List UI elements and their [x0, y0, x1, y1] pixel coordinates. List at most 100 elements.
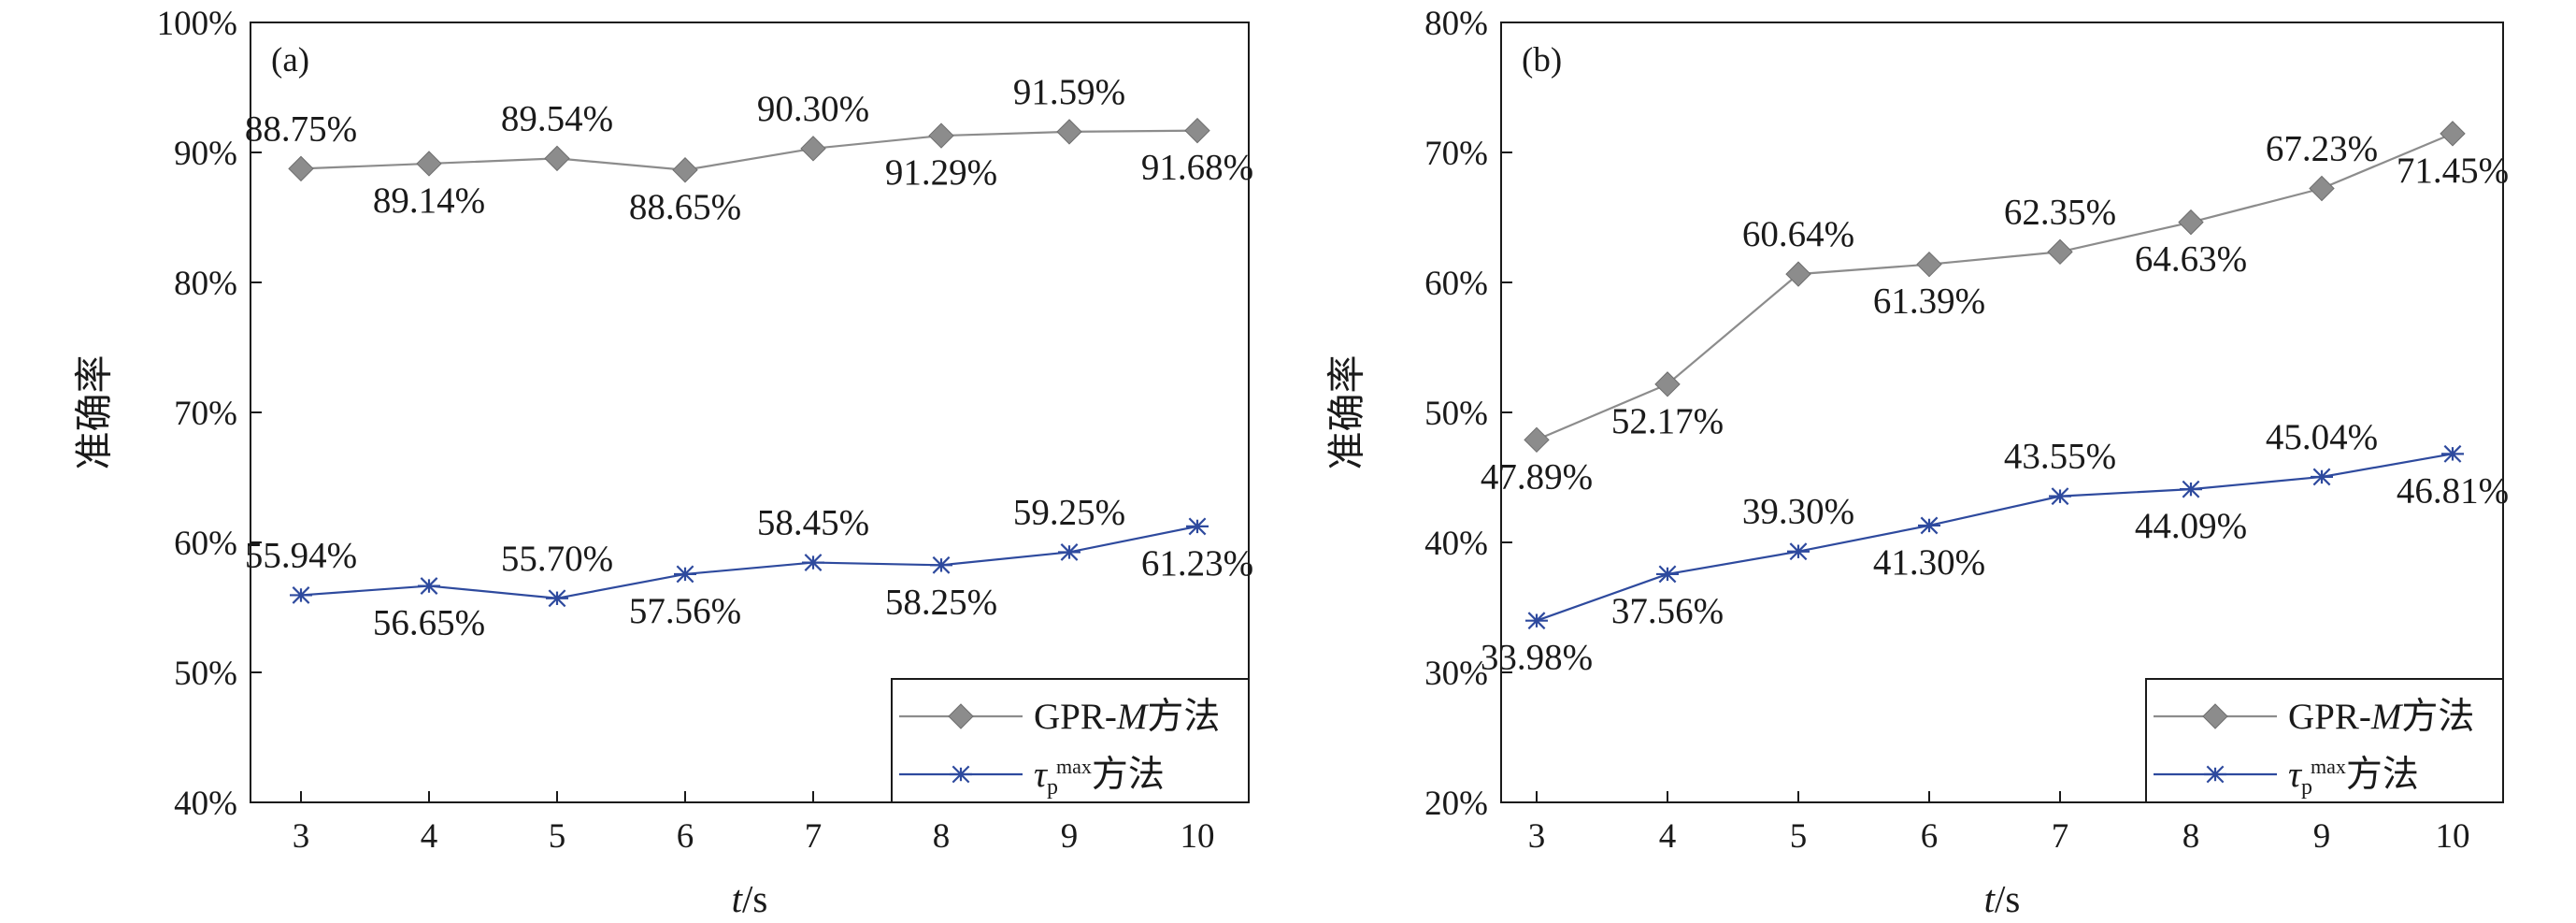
data-point-asterisk	[1058, 543, 1080, 561]
x-tick-label: 10	[2436, 817, 2470, 856]
series-line	[300, 525, 1198, 599]
legend-text-part: 方法	[1092, 755, 1165, 795]
y-tick-label: 50%	[174, 655, 237, 693]
data-point-diamond	[928, 123, 954, 149]
series-tau-p-max: 55.94% 56.65% 55.70% 57.56% 58.45% 58.25% 59.2…	[245, 492, 1253, 642]
legend-entry: GPR-M方法	[2288, 697, 2474, 737]
legend-text-sup: max	[1056, 755, 1092, 778]
data-point-diamond	[800, 136, 826, 162]
data-point-diamond	[2440, 121, 2466, 147]
legend-text-part: M	[1116, 697, 1150, 737]
x-axis-title-var: t	[1984, 877, 1996, 918]
data-point-diamond	[544, 145, 570, 172]
x-tick-label: 9	[1061, 817, 1079, 856]
chart-panel-b: 20% 30% 40% 50% 60% 70% 80% 3 4 5 6 7 8 9 10 t/s 准确率 (b) 4…	[1324, 5, 2509, 920]
legend-entry: GPR-M方法	[1034, 697, 1220, 737]
y-tick-label: 40%	[174, 785, 237, 823]
x-tick-label: 5	[1790, 817, 1808, 856]
data-label: 91.59%	[1013, 72, 1125, 112]
data-label: 61.23%	[1141, 543, 1253, 584]
data-point-asterisk	[2180, 480, 2202, 498]
legend-box	[891, 678, 1250, 803]
y-axis-title: 准确率	[72, 355, 115, 470]
legend-box	[2145, 678, 2504, 803]
x-tick-label: 5	[549, 817, 566, 856]
data-label: 43.55%	[2004, 437, 2116, 477]
data-point-asterisk	[930, 555, 952, 574]
y-tick-label: 30%	[1424, 655, 1488, 693]
data-point-diamond	[416, 151, 442, 177]
legend-text-sub: p	[1047, 775, 1058, 800]
legend-asterisk-icon	[2204, 765, 2226, 784]
legend-entry: τpmax方法	[1034, 755, 1165, 800]
x-tick-label: 4	[421, 817, 438, 856]
series-line	[1536, 132, 2454, 441]
data-label: 88.65%	[629, 187, 741, 227]
x-axis-title-var: t	[732, 877, 744, 918]
series-line	[1536, 453, 2454, 622]
data-label: 46.81%	[2397, 470, 2509, 511]
legend-diamond-icon	[2202, 703, 2228, 729]
data-label: 91.29%	[885, 152, 997, 193]
data-label: 59.25%	[1013, 492, 1125, 532]
data-point-asterisk	[290, 586, 312, 604]
y-tick-label: 40%	[1424, 525, 1488, 563]
data-point-asterisk	[546, 589, 568, 608]
x-tick-label: 8	[933, 817, 951, 856]
legend-text-sup: max	[2311, 755, 2346, 778]
data-label: 90.30%	[757, 89, 869, 129]
legend-text-part: 方法	[1147, 697, 1220, 737]
y-tick-label: 90%	[174, 135, 237, 173]
data-point-diamond	[1654, 371, 1681, 397]
legend-text-part: 方法	[2401, 697, 2474, 737]
data-label: 89.14%	[373, 180, 485, 221]
data-label: 71.45%	[2397, 151, 2509, 191]
data-point-asterisk	[1186, 517, 1209, 536]
data-point-diamond	[288, 155, 314, 182]
data-point-asterisk	[418, 577, 440, 595]
legend-text-part: GPR-	[2288, 697, 2371, 737]
data-label: 58.45%	[757, 503, 869, 543]
data-label: 44.09%	[2135, 506, 2247, 546]
data-label: 60.64%	[1742, 214, 1854, 254]
legend-text-part: M	[2370, 697, 2404, 737]
series-gpr-m: 88.75% 89.14% 89.54% 88.65% 90.30% 91.29% 91.5…	[245, 72, 1253, 227]
legend-text-part: τ	[2288, 755, 2303, 795]
x-tick-label: 4	[1659, 817, 1677, 856]
data-label: 47.89%	[1481, 456, 1593, 497]
data-label: 56.65%	[373, 603, 485, 643]
series-tau-p-max: 33.98% 37.56% 39.30% 41.30% 43.55% 44.09% 45.0…	[1481, 417, 2509, 678]
data-point-diamond	[1916, 251, 1942, 278]
data-label: 45.04%	[2266, 417, 2378, 457]
data-label: 33.98%	[1481, 638, 1593, 678]
panel-label: (b)	[1522, 41, 1562, 79]
data-label: 57.56%	[629, 591, 741, 631]
data-label: 55.70%	[501, 539, 613, 579]
x-axis-title-unit: /s	[742, 877, 767, 918]
data-label: 39.30%	[1742, 492, 1854, 532]
data-label: 52.17%	[1611, 401, 1724, 441]
x-tick-label: 6	[677, 817, 694, 856]
y-tick-label: 80%	[1424, 5, 1488, 43]
data-label: 91.68%	[1141, 148, 1253, 188]
data-label: 61.39%	[1873, 281, 1985, 322]
data-point-asterisk	[2441, 444, 2464, 463]
data-point-diamond	[2047, 238, 2073, 266]
y-tick-label: 50%	[1424, 395, 1488, 433]
data-label: 64.63%	[2135, 239, 2247, 280]
data-point-asterisk	[674, 565, 696, 584]
x-tick-label: 10	[1181, 817, 1215, 856]
chart-panel-a: 40% 50% 60% 70% 80% 90% 100% 3 4 5 6 7 8 9 10 t/s 准确率 (a)…	[72, 5, 1253, 920]
data-point-asterisk	[1918, 516, 1940, 535]
data-point-asterisk	[2049, 487, 2071, 506]
data-label: 58.25%	[885, 582, 997, 622]
panel-label: (a)	[271, 41, 309, 79]
legend-text-part: τ	[1034, 755, 1049, 795]
series-gpr-m: 47.89% 52.17% 60.64% 61.39% 62.35% 64.63% 67.2…	[1481, 121, 2509, 497]
x-tick-label: 7	[805, 817, 823, 856]
x-tick-label: 3	[293, 817, 310, 856]
